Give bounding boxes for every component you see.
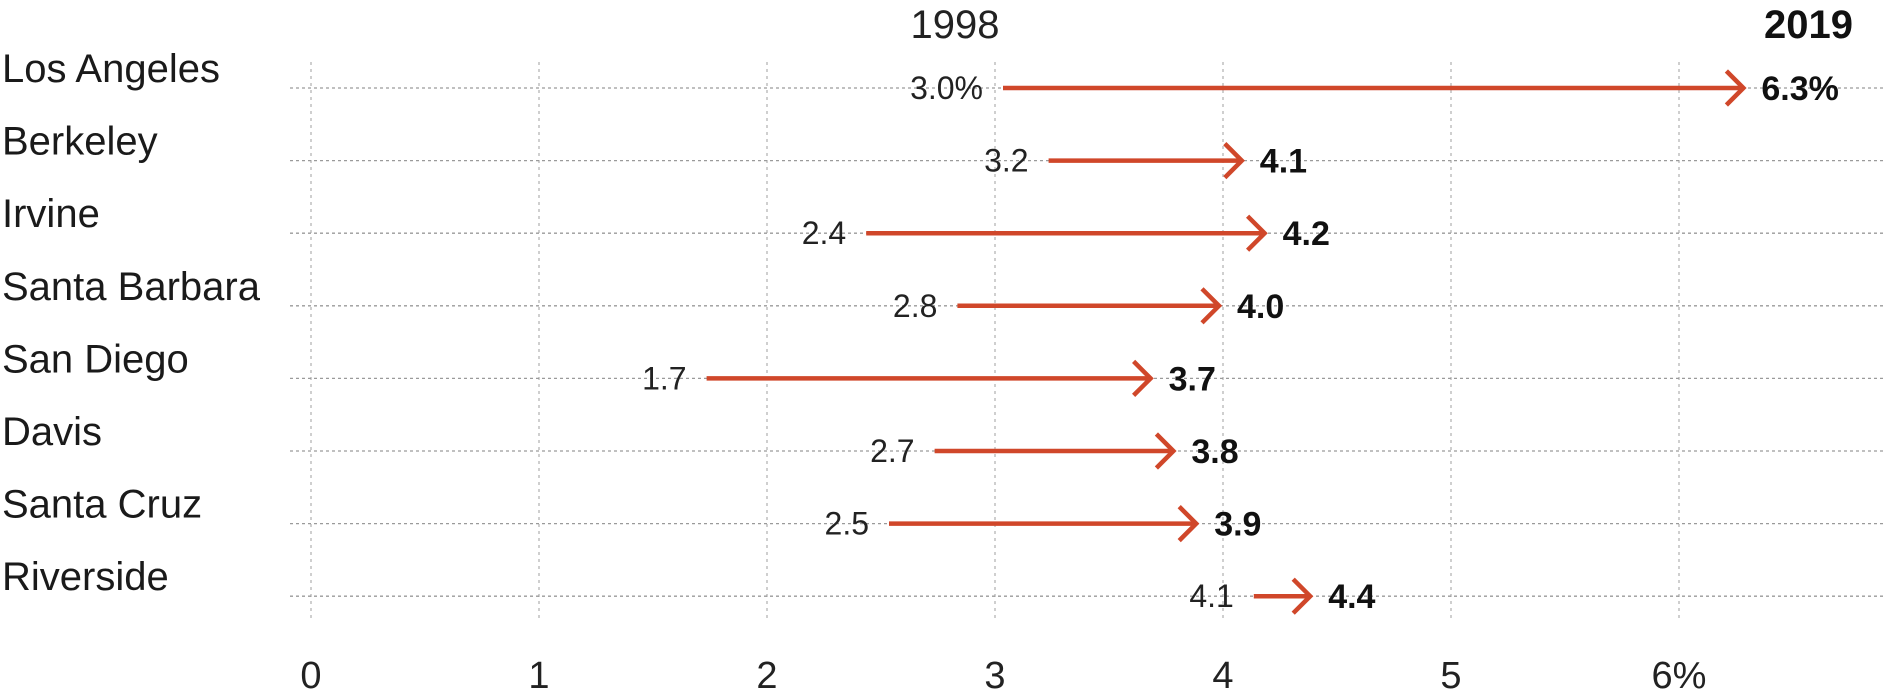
- category-label: San Diego: [2, 337, 189, 381]
- category-label: Los Angeles: [2, 47, 220, 91]
- end-value-label: 4.0: [1237, 288, 1284, 326]
- start-value-label: 2.7: [870, 433, 914, 469]
- end-value-label: 4.1: [1260, 143, 1307, 181]
- arrow-head: [1724, 69, 1747, 107]
- arrow-head: [1154, 432, 1177, 470]
- category-label: Irvine: [2, 192, 100, 236]
- arrow-head: [1132, 359, 1154, 397]
- category-label: Davis: [2, 410, 102, 454]
- labels: 1998 2019 0 1 2 3 4 5 6% Los Angeles 3.0% 6.3% Ber…: [2, 3, 1853, 690]
- grid: [290, 62, 1885, 622]
- x-tick-label: 6%: [1652, 655, 1707, 690]
- arrow-head: [1223, 142, 1245, 180]
- x-tick-label: 2: [756, 655, 777, 690]
- category-label: Santa Cruz: [2, 483, 202, 527]
- x-tick-label: 1: [528, 655, 549, 690]
- category-label: Santa Barbara: [2, 265, 261, 309]
- x-tick-label: 3: [984, 655, 1005, 690]
- series-label-2019: 2019: [1764, 3, 1853, 47]
- category-label: Berkeley: [2, 120, 158, 164]
- arrows: [706, 69, 1747, 615]
- end-value-label: 3.9: [1214, 506, 1261, 544]
- start-value-label: 2.4: [802, 215, 846, 251]
- end-value-label: 4.4: [1328, 578, 1375, 616]
- end-value-label: 6.3%: [1761, 70, 1839, 108]
- category-label: Riverside: [2, 555, 169, 599]
- start-value-label: 4.1: [1189, 578, 1233, 614]
- end-value-label: 4.2: [1283, 215, 1330, 253]
- start-value-label: 3.0%: [910, 70, 983, 106]
- arrow-head: [1177, 505, 1200, 543]
- series-label-1998: 1998: [911, 3, 1000, 47]
- x-tick-label: 5: [1440, 655, 1461, 690]
- x-tick-label: 4: [1212, 655, 1233, 690]
- arrow-head: [1200, 287, 1223, 325]
- start-value-label: 1.7: [642, 360, 686, 396]
- start-value-label: 3.2: [984, 143, 1028, 179]
- start-value-label: 2.8: [893, 288, 937, 324]
- arrow-head: [1291, 577, 1314, 615]
- end-value-label: 3.7: [1169, 360, 1216, 398]
- start-value-label: 2.5: [825, 506, 869, 542]
- x-tick-label: 0: [300, 655, 321, 690]
- end-value-label: 3.8: [1191, 433, 1238, 471]
- arrow-head: [1246, 214, 1268, 252]
